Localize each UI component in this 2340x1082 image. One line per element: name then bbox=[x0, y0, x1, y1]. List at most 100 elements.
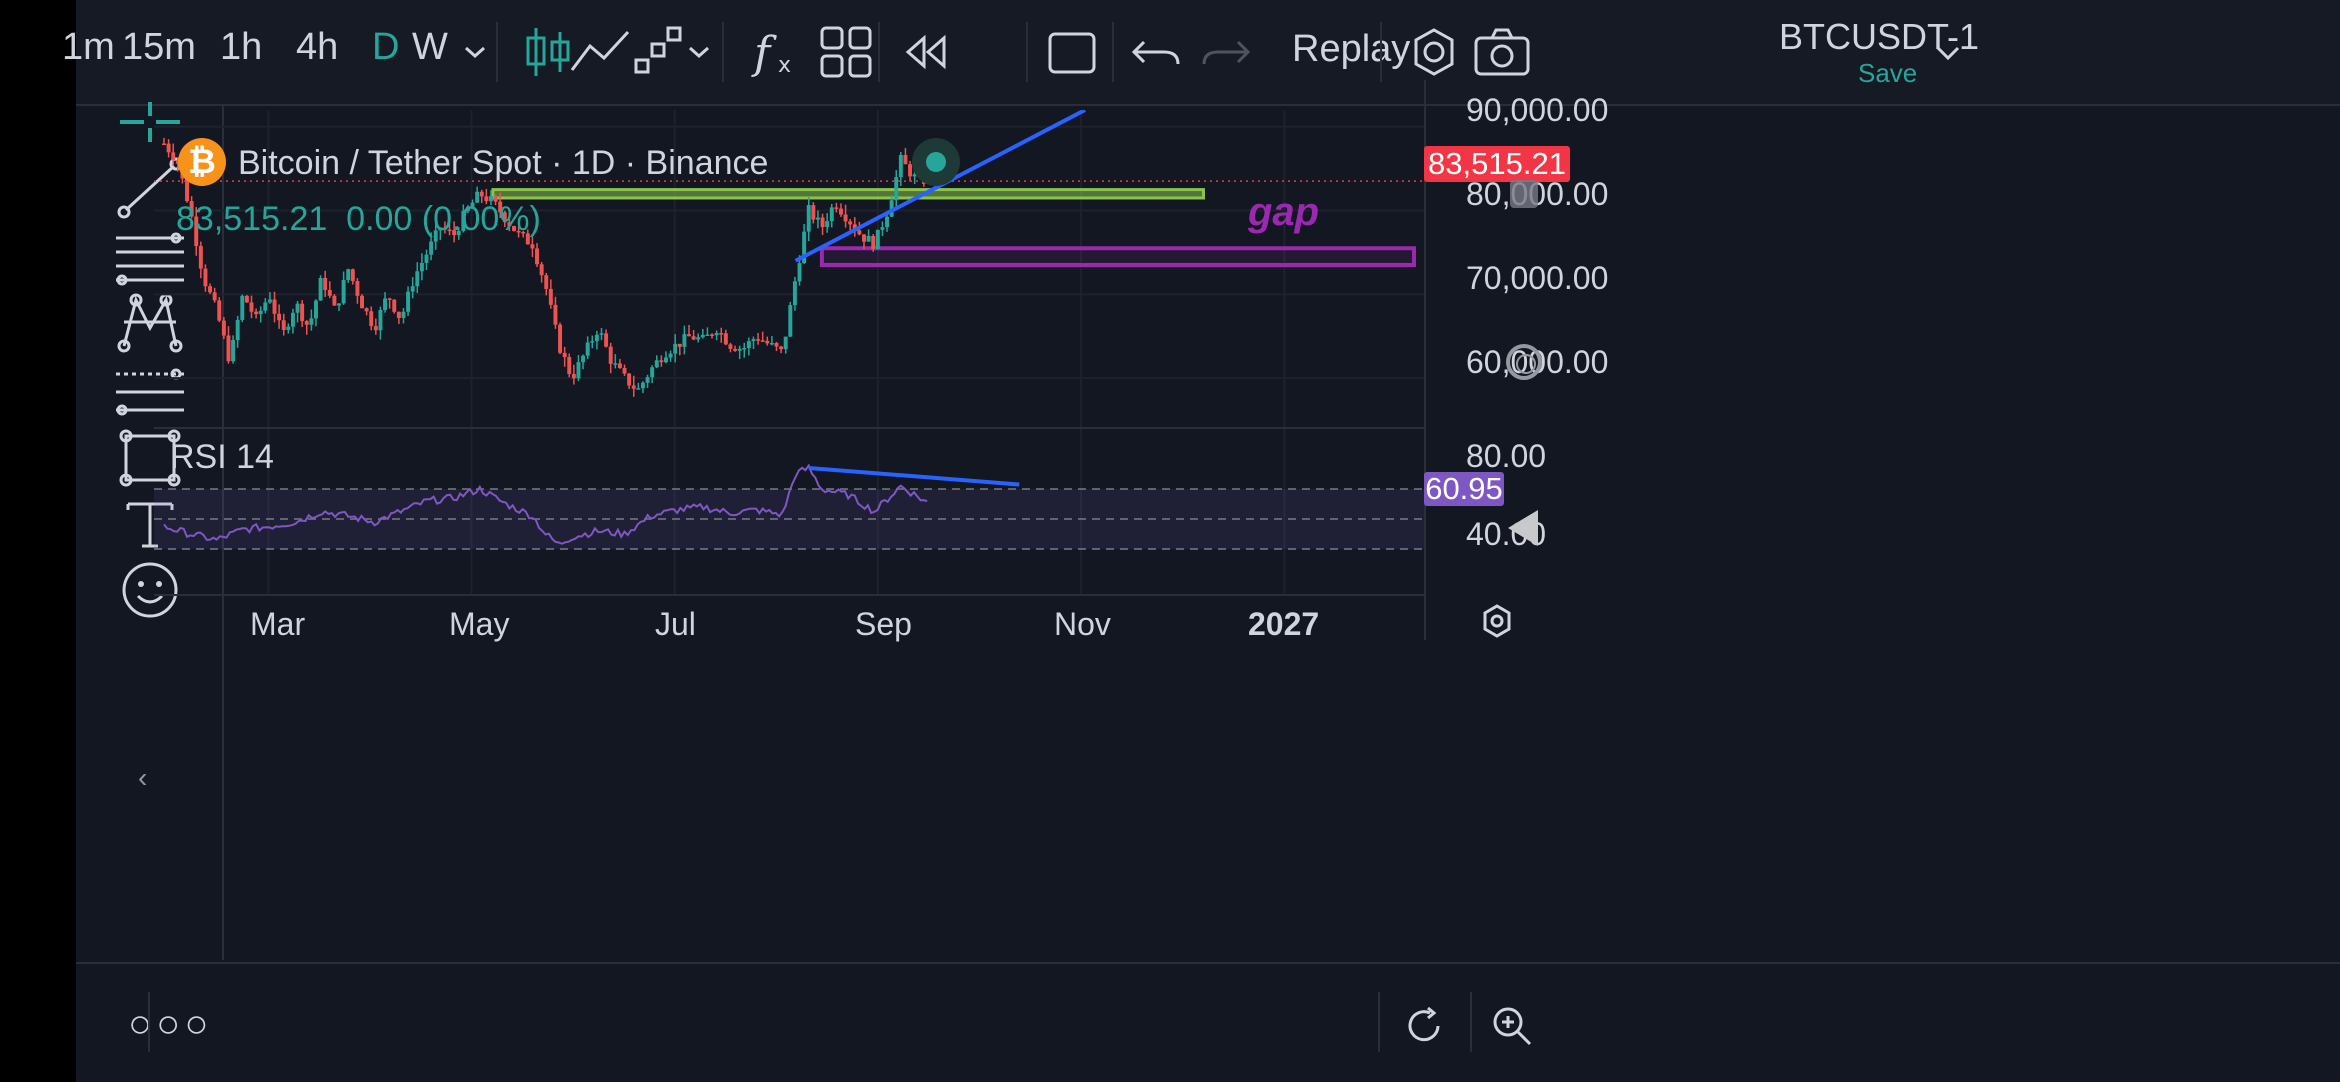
candle-body bbox=[898, 155, 903, 178]
candle-body bbox=[304, 321, 309, 325]
rsi-line bbox=[163, 463, 928, 545]
rsi-label: RSI 14 bbox=[170, 438, 274, 476]
candle-body bbox=[419, 262, 424, 272]
candle-body bbox=[825, 221, 830, 228]
svg-text:x: x bbox=[778, 53, 791, 78]
candle-body bbox=[166, 143, 171, 153]
gap-annotation[interactable]: gap bbox=[1248, 190, 1320, 234]
emoji-icon[interactable] bbox=[110, 550, 190, 630]
candle-body bbox=[705, 334, 710, 337]
candle-body bbox=[815, 217, 820, 220]
legend-last: 83,515.21 bbox=[176, 200, 328, 238]
candle-body bbox=[350, 269, 355, 282]
forecast-icon[interactable] bbox=[110, 350, 190, 430]
timeframe-1h[interactable]: 1h bbox=[220, 26, 263, 68]
candle-body bbox=[723, 333, 728, 345]
candle-body bbox=[235, 319, 240, 341]
candle-body bbox=[263, 302, 268, 311]
candle-body bbox=[645, 377, 650, 383]
candle-body bbox=[212, 292, 217, 301]
candle-body bbox=[516, 230, 521, 233]
candle-body bbox=[802, 231, 807, 264]
candle-body bbox=[829, 207, 834, 222]
candle-body bbox=[894, 177, 899, 201]
candle-body bbox=[424, 254, 429, 263]
candle-body bbox=[470, 202, 475, 207]
price-axis-label: 90,000.00 bbox=[1466, 92, 1609, 128]
timeframe-4h[interactable]: 4h bbox=[296, 26, 339, 68]
save-button[interactable]: Save bbox=[1858, 58, 1918, 88]
fib-lines-icon[interactable] bbox=[110, 216, 190, 296]
candle-body bbox=[217, 300, 222, 321]
chevron-down-icon[interactable] bbox=[682, 18, 716, 86]
timeframe-d[interactable]: D bbox=[372, 26, 400, 68]
timeframe-1m[interactable]: 1m bbox=[62, 26, 115, 68]
candle-body bbox=[332, 295, 337, 306]
candle-body bbox=[244, 295, 249, 303]
candle-body bbox=[456, 230, 461, 236]
scale-toggle-icon[interactable] bbox=[1510, 180, 1538, 208]
candle-body bbox=[461, 211, 466, 231]
candle-body bbox=[341, 279, 346, 304]
candle-body bbox=[650, 367, 655, 378]
candle-body bbox=[489, 196, 493, 202]
refresh-icon[interactable] bbox=[1400, 1002, 1448, 1050]
replay-icon[interactable] bbox=[894, 18, 958, 86]
candle-body bbox=[908, 164, 913, 177]
candle-body bbox=[797, 263, 802, 282]
timeframe-w[interactable]: W bbox=[412, 26, 448, 68]
candle-body bbox=[631, 385, 636, 389]
pattern-icon[interactable] bbox=[110, 282, 190, 362]
chevron-down-icon[interactable] bbox=[1928, 18, 1968, 86]
candle-body bbox=[337, 303, 341, 306]
candles-icon[interactable] bbox=[516, 18, 580, 86]
layout-icon[interactable] bbox=[816, 18, 880, 86]
undo-icon[interactable] bbox=[1124, 18, 1188, 86]
toolbar-divider bbox=[878, 22, 880, 82]
candle-body bbox=[502, 212, 507, 223]
market-status-icon[interactable] bbox=[912, 138, 960, 186]
camera-icon[interactable] bbox=[1470, 18, 1534, 86]
line-chart-icon[interactable] bbox=[568, 18, 632, 86]
candle-body bbox=[221, 320, 226, 336]
rectangle-icon[interactable] bbox=[110, 416, 190, 496]
resistance-zone bbox=[491, 188, 1205, 200]
settings-icon[interactable] bbox=[1478, 602, 1516, 640]
candle-body bbox=[254, 311, 259, 315]
settings-icon[interactable] bbox=[1402, 18, 1466, 86]
redo-icon[interactable] bbox=[1194, 18, 1258, 86]
rectangle-icon[interactable] bbox=[1040, 18, 1104, 86]
crosshair-icon[interactable] bbox=[110, 82, 190, 162]
timeframe-15m[interactable]: 15m bbox=[122, 26, 196, 68]
toolbar-divider bbox=[722, 22, 724, 82]
candle-body bbox=[839, 208, 843, 215]
target-icon[interactable] bbox=[1506, 344, 1542, 380]
candle-body bbox=[700, 334, 705, 338]
play-arrow-icon[interactable] bbox=[1508, 510, 1538, 546]
candle-body bbox=[258, 310, 263, 315]
candle-body bbox=[507, 222, 512, 227]
chevron-down-icon[interactable] bbox=[458, 18, 492, 86]
candle-body bbox=[756, 339, 761, 341]
chart-canvas[interactable] bbox=[154, 110, 1424, 596]
bottom-bar: ○○○ bbox=[76, 962, 2340, 1082]
step-chart-icon[interactable] bbox=[628, 18, 692, 86]
price-candles bbox=[154, 137, 1424, 397]
collapse-toolbar-icon[interactable]: ‹ bbox=[138, 762, 148, 793]
text-icon[interactable] bbox=[110, 482, 190, 562]
candle-body bbox=[562, 352, 567, 358]
candle-body bbox=[392, 299, 397, 312]
zoom-icon[interactable] bbox=[1488, 1002, 1536, 1050]
candle-body bbox=[668, 353, 673, 358]
bottom-divider bbox=[1470, 992, 1472, 1052]
more-icon[interactable]: ○○○ bbox=[128, 1002, 213, 1046]
candle-body bbox=[889, 200, 894, 217]
candle-body bbox=[774, 342, 779, 347]
bottom-divider bbox=[148, 992, 150, 1052]
replay-button[interactable]: Replay bbox=[1292, 28, 1411, 70]
symbol-name[interactable]: BTCUSDT-1 bbox=[1779, 16, 1980, 57]
candle-body bbox=[521, 232, 526, 234]
candle-body bbox=[465, 206, 470, 212]
